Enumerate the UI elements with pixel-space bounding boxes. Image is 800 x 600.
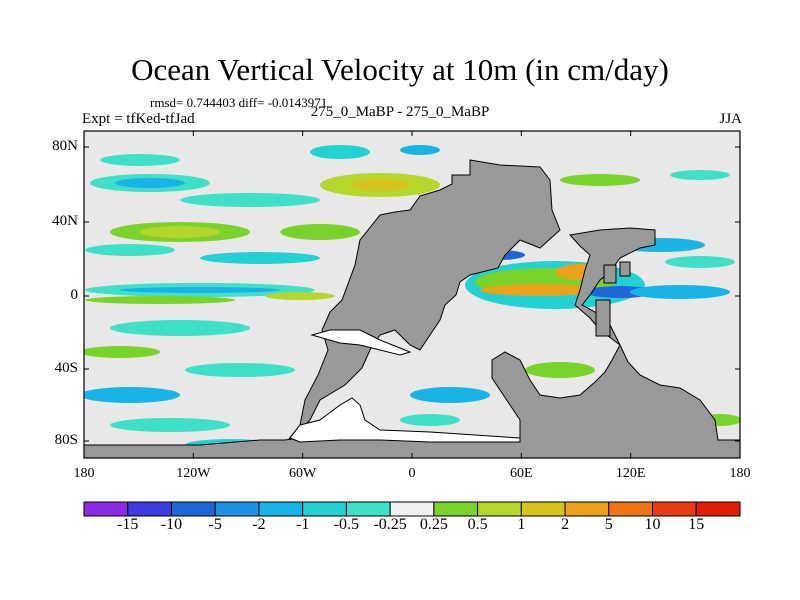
anomaly-patch (665, 256, 735, 268)
anomaly-patch (400, 414, 460, 426)
colorbar-swatch (477, 501, 522, 517)
land-island (603, 264, 617, 284)
stats-line: rmsd= 0.744403 diff= -0.0143971 (150, 95, 328, 110)
lon-label: 120E (615, 466, 646, 481)
field-layer (84, 145, 740, 458)
experiment-label: Expt = tfKed-tfJad (82, 111, 195, 127)
anomaly-patch (115, 178, 185, 188)
anomaly-patch (180, 193, 320, 207)
colorbar-label: 1 (517, 516, 526, 533)
colorbar-swatch (520, 501, 566, 517)
anomaly-patch (310, 145, 370, 159)
lon-label: 120W (176, 466, 211, 481)
land-island (619, 261, 631, 277)
polar-gap (310, 329, 412, 356)
anomaly-patch (100, 154, 180, 166)
lat-label: 80S (54, 432, 78, 448)
colorbar-label: -1 (295, 516, 310, 533)
anomaly-patch (140, 226, 220, 238)
anomaly-patch (185, 363, 295, 377)
land-masses (84, 159, 740, 458)
colorbar-label: 2 (561, 516, 570, 533)
colorbar-label: -5 (208, 516, 222, 533)
anomaly-patch (265, 292, 335, 300)
axis-ticks (83, 131, 741, 458)
lon-label: 180 (729, 466, 751, 481)
anomaly-patch (670, 170, 730, 180)
colorbar-swatch (389, 501, 435, 517)
colorbar-swatch (695, 501, 741, 517)
colorbar-label: 5 (604, 516, 613, 533)
lon-label: 60E (510, 466, 533, 481)
colorbar-swatch (127, 501, 172, 517)
colorbar-label: -2 (252, 516, 266, 533)
map-title: Ocean Vertical Velocity at 10m (in cm/da… (131, 52, 669, 87)
case-label: 275_0_MaBP - 275_0_MaBP (310, 104, 490, 120)
anomaly-patch (280, 224, 360, 240)
anomaly-patch (85, 296, 235, 304)
colorbar-label: -15 (117, 516, 139, 533)
anomaly-patch (560, 174, 640, 186)
season-label: JJA (719, 111, 742, 127)
land-americas (283, 159, 561, 446)
anomaly-patch (630, 285, 730, 299)
colorbar-label: 15 (688, 516, 705, 533)
lat-label: 80N (52, 138, 78, 154)
anomaly-patch (400, 145, 440, 155)
colorbar-swatch (564, 501, 610, 517)
anomaly-patch (84, 346, 160, 358)
lat-label: 40N (52, 213, 78, 229)
colorbar-swatch (608, 501, 654, 517)
anomaly-patch (110, 320, 250, 336)
lon-label: 180 (73, 466, 95, 481)
colorbar-swatch (170, 501, 216, 517)
polar-gap (289, 397, 521, 443)
anomaly-patch (480, 284, 600, 296)
colorbar-label: 0.25 (419, 516, 448, 533)
anomaly-patch (120, 287, 280, 293)
colorbar-swatch (652, 501, 697, 517)
land-island (595, 299, 611, 337)
lat-label: 0 (70, 287, 79, 303)
colorbar-swatch (302, 501, 347, 517)
colorbar-label: 10 (644, 516, 661, 533)
anomaly-patch (410, 387, 490, 403)
lon-label: 60W (289, 466, 317, 481)
colorbar-swatch (345, 501, 391, 517)
anomaly-patch (110, 418, 230, 432)
colorbar-swatch (258, 501, 304, 517)
anomaly-patch (85, 244, 175, 256)
colorbar-label: 0.5 (467, 516, 488, 533)
anomaly-patch (525, 362, 595, 378)
colorbar-swatch (433, 501, 479, 517)
anomaly-patch (350, 179, 410, 191)
lon-label: 0 (408, 466, 416, 481)
colorbar-label: -0.25 (373, 516, 407, 533)
colorbar-label: -10 (160, 516, 183, 533)
colorbar-swatch (214, 501, 260, 517)
lat-label: 40S (54, 360, 78, 376)
colorbar-label: -0.5 (333, 516, 360, 533)
colorbar (83, 501, 741, 517)
colorbar-swatch (83, 501, 129, 517)
anomaly-patch (200, 252, 320, 264)
anomaly-patch (84, 387, 180, 403)
